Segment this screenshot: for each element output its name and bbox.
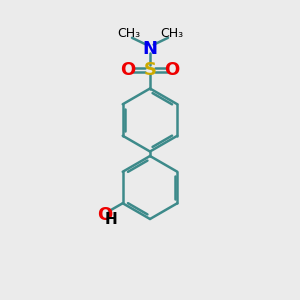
Text: S: S	[143, 61, 157, 79]
Text: N: N	[142, 40, 158, 58]
Text: H: H	[104, 212, 117, 227]
Text: O: O	[120, 61, 135, 79]
Text: O: O	[165, 61, 180, 79]
Text: CH₃: CH₃	[117, 26, 140, 40]
Text: CH₃: CH₃	[160, 26, 183, 40]
Text: O: O	[98, 206, 113, 224]
